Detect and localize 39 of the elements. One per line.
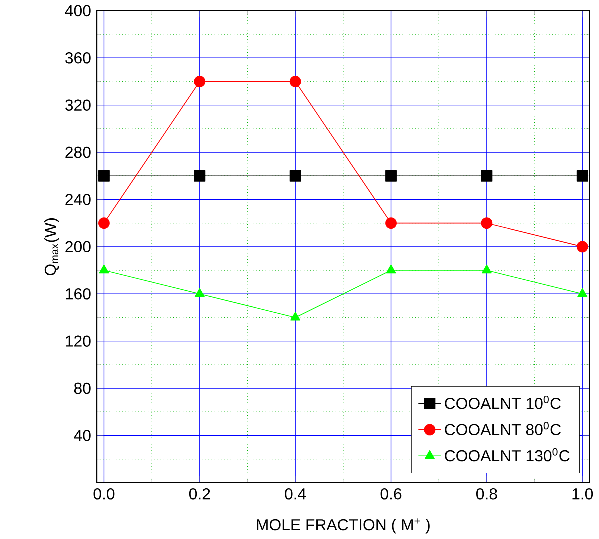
x-axis-title: MOLE FRACTION ( M$^{+}$ ): [257, 518, 430, 534]
legend-label: COOALNT 130$^{0}$C: [445, 448, 570, 462]
x-tick-label: 0.6: [380, 488, 402, 500]
y-tick-label: 120: [66, 336, 91, 347]
x-tick-label: 0.2: [189, 488, 210, 500]
y-tick-label: 240: [66, 194, 91, 206]
y-tick-label: 360: [66, 52, 91, 64]
point: [290, 312, 301, 321]
legend-label: COOALNT 80$^{0}$C: [445, 422, 561, 436]
x-tick-label: 0.4: [285, 488, 306, 500]
point: [578, 288, 588, 298]
y-tick-label: 80: [74, 382, 91, 394]
point: [290, 76, 302, 88]
point: [481, 218, 493, 229]
y-tick-label: 200: [66, 241, 91, 252]
point: [576, 170, 588, 182]
y-axis-title: Q$_{max}$(W): [44, 218, 60, 276]
point: [482, 264, 492, 274]
y-tick-label: 320: [66, 100, 91, 111]
point: [386, 170, 397, 182]
point: [576, 241, 588, 253]
point: [481, 170, 493, 182]
x-tick-label: 0.0: [94, 488, 115, 500]
x-tick-label: 1.0: [572, 488, 594, 500]
point: [194, 288, 205, 298]
point: [386, 264, 396, 274]
y-tick-label: 400: [65, 5, 91, 17]
point: [194, 170, 206, 182]
y-tick-label: 280: [66, 146, 91, 158]
point: [99, 264, 110, 274]
point: [194, 76, 206, 88]
point: [98, 170, 110, 182]
point: [386, 218, 397, 229]
y-tick-label: 160: [66, 288, 91, 300]
x-tick-label: 0.8: [476, 488, 498, 500]
y-tick-label: 40: [74, 430, 91, 442]
point: [98, 218, 110, 229]
point: [290, 170, 302, 182]
legend-label: COOALNT 10$^{0}$C: [445, 396, 561, 410]
